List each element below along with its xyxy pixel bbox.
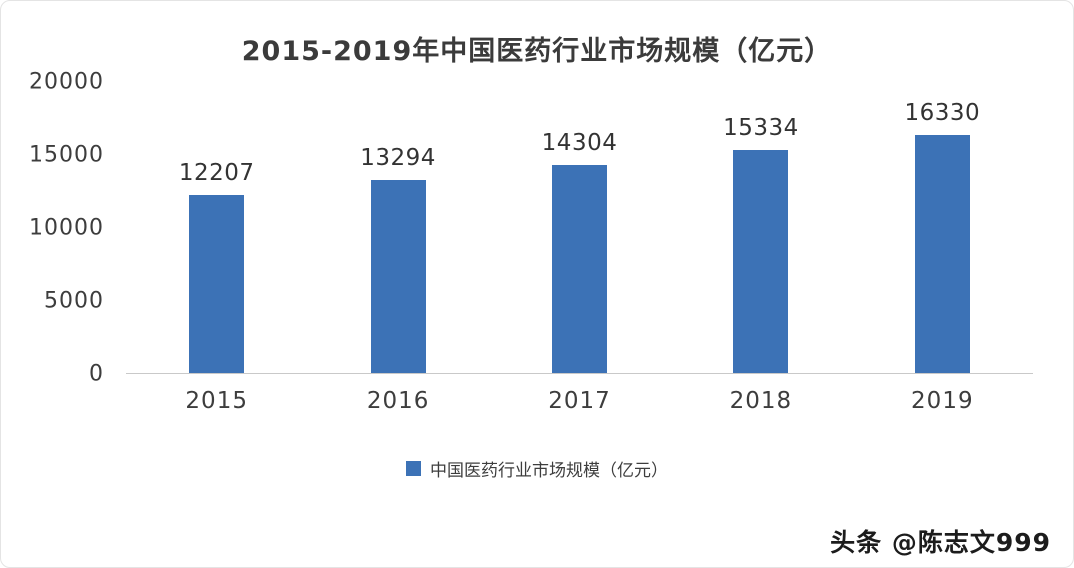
y-axis: 20000 15000 10000 5000 0 — [1, 70, 126, 387]
x-tick-2018: 2018 — [729, 388, 793, 414]
x-tick-2015: 2015 — [185, 388, 248, 414]
bar-value-label-2017: 14304 — [541, 129, 618, 156]
bar-value-label-2016: 13294 — [360, 144, 436, 171]
y-tick-0: 0 — [89, 361, 104, 387]
watermark: 头条 @陈志文999 — [830, 528, 1051, 557]
bar-group-2018: 15334 — [670, 82, 851, 373]
chart-title: 2015-2019年中国医药行业市场规模（亿元） — [241, 36, 833, 67]
bar-2015 — [189, 195, 245, 373]
bar-group-2019: 16330 — [852, 82, 1033, 373]
y-tick-20000: 20000 — [29, 69, 104, 95]
bar-group-2017: 14304 — [489, 82, 670, 373]
legend-label: 中国医药行业市场规模（亿元） — [430, 461, 668, 481]
plot-area: 12207 13294 14304 15334 16330 — [126, 82, 1033, 374]
x-axis: 2015 2016 2017 2018 2019 — [126, 388, 1073, 414]
chart-legend: 中国医药行业市场规模（亿元） — [1, 456, 1073, 481]
legend-swatch-icon — [406, 461, 421, 476]
y-tick-15000: 15000 — [29, 142, 104, 168]
bar-group-2016: 13294 — [307, 82, 488, 373]
bar-2016 — [370, 179, 426, 373]
bar-group-2015: 12207 — [126, 82, 307, 373]
bar-2018 — [733, 149, 789, 373]
x-tick-2019: 2019 — [911, 388, 974, 414]
y-tick-5000: 5000 — [44, 288, 104, 314]
bar-2019 — [914, 135, 970, 373]
bar-2017 — [552, 164, 608, 373]
x-tick-2017: 2017 — [548, 388, 611, 414]
y-tick-10000: 10000 — [29, 215, 104, 241]
chart-body: 20000 15000 10000 5000 0 12207 13294 143… — [1, 70, 1073, 387]
bar-value-label-2019: 16330 — [904, 100, 981, 127]
x-tick-2016: 2016 — [366, 388, 430, 414]
bar-value-label-2018: 15334 — [723, 114, 799, 141]
bar-value-label-2015: 12207 — [178, 160, 255, 187]
